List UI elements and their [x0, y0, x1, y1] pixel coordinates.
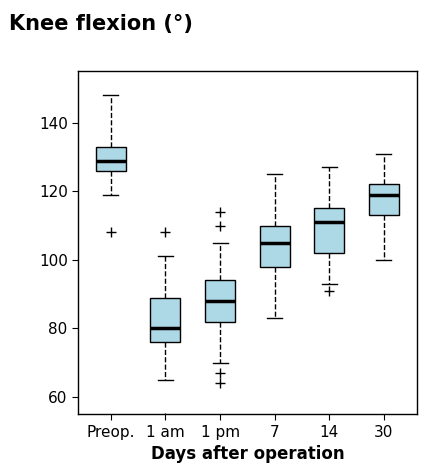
PathPatch shape [314, 208, 344, 253]
PathPatch shape [151, 298, 181, 342]
PathPatch shape [205, 280, 235, 322]
PathPatch shape [260, 226, 290, 267]
X-axis label: Days after operation: Days after operation [151, 445, 344, 463]
PathPatch shape [96, 147, 126, 171]
PathPatch shape [369, 185, 399, 215]
Text: Knee flexion (°): Knee flexion (°) [9, 14, 193, 34]
